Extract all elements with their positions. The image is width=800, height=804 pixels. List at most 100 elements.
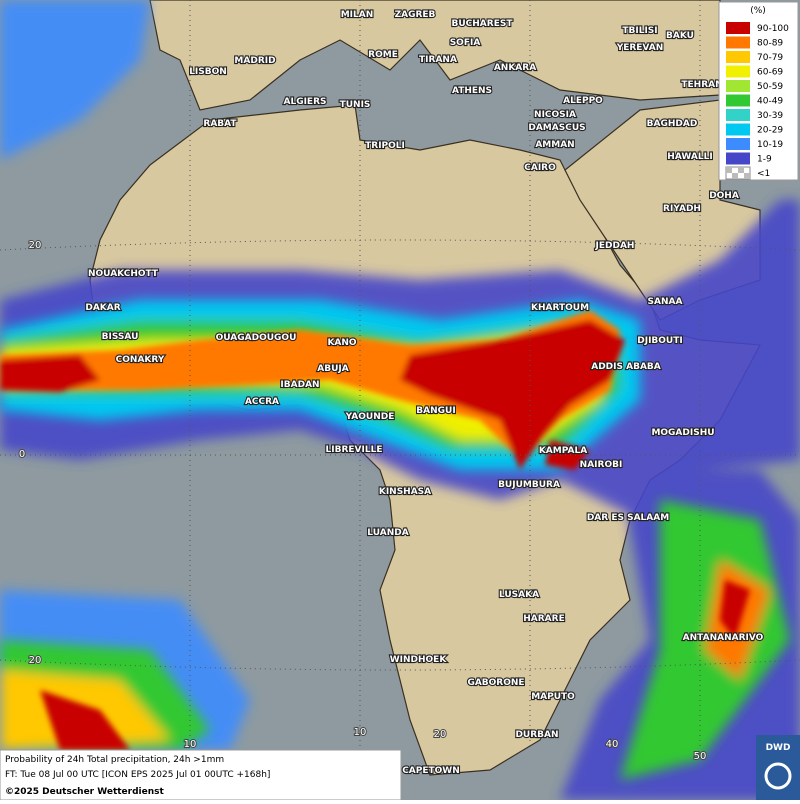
city-label: TRIPOLI [365, 141, 405, 151]
legend-label: 20-29 [757, 126, 783, 136]
city-label: LUSAKA [499, 590, 539, 600]
logo-icon [764, 762, 792, 790]
city-label: ROME [368, 50, 398, 60]
legend-swatch-check [732, 173, 738, 179]
footer-copyright: ©2025 Deutscher Wetterdienst [5, 787, 164, 797]
legend-label: 30-39 [757, 111, 783, 121]
city-label: ATHENS [452, 86, 492, 96]
legend-label: 70-79 [757, 53, 783, 63]
city-label: SANAA [648, 297, 683, 307]
city-label: GABORONE [467, 678, 524, 688]
footer-line1: Probability of 24h Total precipitation, … [5, 755, 224, 765]
city-label: ANTANANARIVO [683, 633, 764, 643]
city-label: CONAKRY [116, 355, 165, 365]
city-label: ADDIS ABABA [591, 362, 661, 372]
legend-swatch-check [738, 167, 744, 173]
legend-label: 80-89 [757, 39, 783, 49]
labels: MILAN ZAGREB BUCHAREST TBILISI BAKU SOFIA YERE… [18, 9, 765, 777]
grid-label: 0 [19, 449, 25, 460]
city-label: IBADAN [280, 380, 319, 390]
legend-label: 90-100 [757, 24, 789, 34]
city-label: MOGADISHU [651, 428, 714, 438]
city-label: BISSAU [102, 332, 139, 342]
city-label: ACCRA [245, 397, 279, 407]
grid-label: 20 [29, 240, 42, 251]
city-label: ALEPPO [563, 96, 603, 106]
footer-line2: FT: Tue 08 Jul 00 UTC [ICON EPS 2025 Jul… [5, 770, 270, 780]
city-label: SOFIA [450, 38, 481, 48]
legend-swatch [726, 138, 750, 150]
precip-high [0, 310, 750, 750]
legend-label: 10-19 [757, 140, 783, 150]
city-label: NAIROBI [580, 460, 623, 470]
city-label: DJIBOUTI [637, 336, 682, 346]
grid-label: 40 [606, 739, 619, 750]
city-label: ANKARA [494, 63, 536, 73]
grid-label: 20 [434, 729, 447, 740]
city-label: ZAGREB [395, 10, 436, 20]
legend-swatch [726, 94, 750, 107]
city-label: TUNIS [340, 100, 371, 110]
city-label: LIBREVILLE [326, 445, 383, 455]
city-label: BAGHDAD [647, 119, 698, 129]
legend-swatch [726, 36, 750, 49]
legend-swatch-check [726, 167, 732, 173]
legend-label: 1-9 [757, 155, 772, 165]
city-label: DAKAR [85, 303, 120, 313]
city-label: TBILISI [622, 26, 657, 36]
legend-title: (%) [750, 6, 766, 16]
city-label: OUAGADOUGOU [216, 333, 297, 343]
city-label: BUJUMBURA [498, 480, 560, 490]
city-label: YAOUNDE [345, 412, 395, 422]
legend-swatch-check [744, 173, 750, 179]
legend-swatch [726, 109, 750, 121]
city-label: DAR ES SALAAM [587, 513, 669, 523]
legend-swatch [726, 22, 750, 34]
city-label: MADRID [234, 56, 275, 66]
city-label: HARARE [523, 614, 564, 624]
city-label: MILAN [341, 10, 374, 20]
city-label: NICOSIA [534, 110, 576, 120]
city-label: MAPUTO [531, 692, 575, 702]
city-label: KAMPALA [539, 446, 587, 456]
city-label: TIRANA [419, 55, 457, 65]
city-label: KANO [327, 338, 356, 348]
city-label: KHARTOUM [531, 303, 589, 313]
city-label: HAWALLI [667, 152, 712, 162]
city-label: RABAT [203, 119, 237, 129]
grid-label: 10 [184, 739, 197, 750]
grid-label: 10 [354, 727, 367, 738]
legend-swatch [726, 51, 750, 63]
city-label: KINSHASA [379, 487, 431, 497]
legend-label: 40-49 [757, 97, 783, 107]
legend-swatch [726, 152, 750, 165]
city-label: LUANDA [367, 528, 408, 538]
grid-label: 50 [694, 751, 707, 762]
legend-swatch [726, 80, 750, 92]
legend: (%) 90-100 80-89 70-79 60-69 50-59 40-49 30-39… [718, 1, 799, 181]
city-label: CAPETOWN [402, 766, 460, 776]
city-label: ALGIERS [284, 97, 327, 107]
legend-swatch [726, 65, 750, 78]
logo: DWD [766, 743, 791, 753]
city-label: BUCHAREST [452, 19, 514, 29]
city-label: YEREVAN [616, 43, 664, 53]
city-label: CAIRO [524, 163, 556, 173]
legend-label: 60-69 [757, 68, 783, 78]
legend-swatch [726, 123, 750, 136]
graticule [0, 0, 800, 750]
city-label: DAMASCUS [528, 123, 585, 133]
city-label: BAKU [666, 31, 694, 41]
legend-label: <1 [757, 169, 770, 179]
footer-box [0, 749, 402, 801]
city-label: NOUAKCHOTT [88, 269, 159, 279]
city-label: BANGUI [416, 406, 455, 416]
legend-label: 50-59 [757, 82, 783, 92]
city-label: WINDHOEK [390, 655, 448, 665]
city-label: AMMAN [535, 140, 574, 150]
grid-label: 20 [29, 655, 42, 666]
city-label: TEHRAN [681, 80, 722, 90]
city-label: DURBAN [515, 730, 558, 740]
